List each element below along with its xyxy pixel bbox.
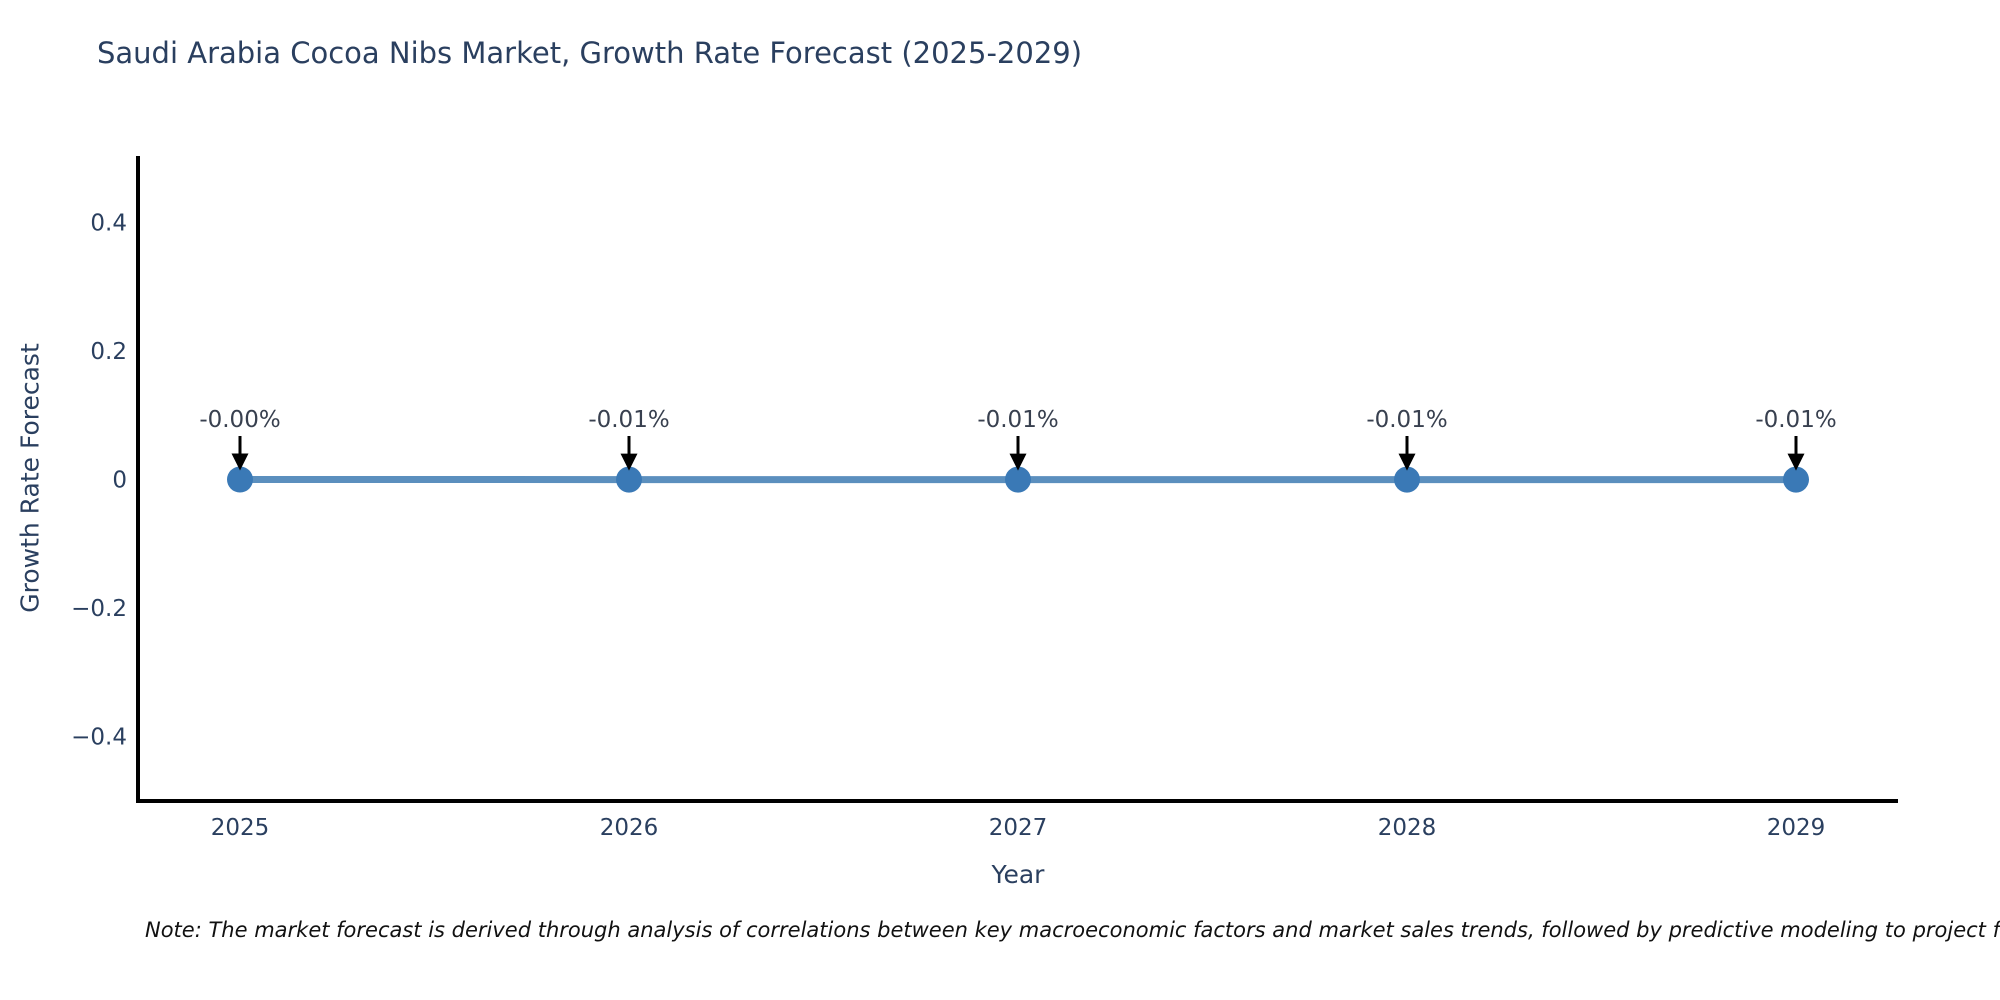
annotation-arrowhead <box>620 453 638 471</box>
x-axis-title: Year <box>991 860 1045 889</box>
y-tick-label: 0 <box>112 468 127 494</box>
point-label: -0.00% <box>199 407 280 433</box>
data-point-marker <box>1783 466 1809 493</box>
x-tick-label: 2028 <box>1378 815 1437 841</box>
chart-title: Saudi Arabia Cocoa Nibs Market, Growth R… <box>97 36 1083 70</box>
annotation-arrowhead <box>1787 453 1805 471</box>
point-label: -0.01% <box>1366 407 1447 433</box>
x-tick-label: 2029 <box>1767 815 1826 841</box>
point-label: -0.01% <box>977 407 1058 433</box>
x-tick-label: 2025 <box>211 815 270 841</box>
annotation-arrowhead <box>231 453 249 471</box>
data-point-marker <box>1394 466 1420 493</box>
annotation-arrowhead <box>1009 453 1027 471</box>
y-tick-label: 0.4 <box>90 210 127 236</box>
data-point-marker <box>227 466 253 493</box>
footnote: Note: The market forecast is derived thr… <box>145 918 2000 942</box>
y-tick-label: −0.2 <box>71 596 127 622</box>
x-tick-label: 2026 <box>600 815 659 841</box>
x-tick-label: 2027 <box>989 815 1048 841</box>
data-point-marker <box>616 466 642 493</box>
y-tick-label: 0.2 <box>90 339 127 365</box>
data-point-marker <box>1005 466 1031 493</box>
point-label: -0.01% <box>588 407 669 433</box>
annotation-arrowhead <box>1398 453 1416 471</box>
point-label: -0.01% <box>1755 407 1836 433</box>
y-tick-label: −0.4 <box>71 725 127 751</box>
y-axis-title: Growth Rate Forecast <box>15 343 45 613</box>
